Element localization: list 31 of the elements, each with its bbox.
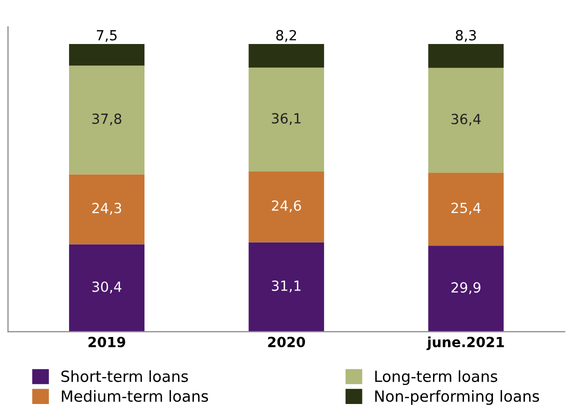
bar — [428, 246, 504, 332]
data-label: 8,2 — [276, 30, 296, 42]
data-label: 25,4 — [452, 202, 481, 215]
x-tick-label: 2020 — [268, 336, 306, 348]
x-tick-label: 2019 — [88, 336, 126, 348]
data-label: 36,4 — [452, 114, 481, 126]
legend-label: Medium-term loans — [62, 390, 208, 402]
data-label: 30,4 — [92, 281, 122, 294]
data-label: 31,1 — [272, 280, 301, 292]
data-label: 8,3 — [456, 30, 476, 42]
bar — [428, 44, 504, 68]
bar — [428, 68, 504, 173]
x-tick-label: june.2021 — [426, 336, 504, 350]
bar — [69, 66, 144, 174]
bar — [248, 171, 324, 242]
bar — [69, 244, 144, 332]
bar — [248, 242, 324, 332]
legend-label: Short-term loans — [61, 370, 188, 382]
bar — [69, 44, 144, 66]
data-label: 37,8 — [92, 113, 122, 126]
data-label: 36,1 — [272, 113, 301, 125]
bar — [69, 174, 144, 244]
legend-label: Long-term loans — [375, 370, 498, 386]
bar — [428, 172, 504, 246]
data-label: 24,6 — [272, 200, 301, 212]
data-label: 24,3 — [92, 202, 122, 215]
data-label: 7,5 — [96, 30, 117, 42]
bar — [248, 44, 324, 68]
data-label: 29,9 — [452, 282, 480, 294]
bar — [248, 68, 324, 172]
legend-label: Non-performing loans — [375, 390, 540, 405]
